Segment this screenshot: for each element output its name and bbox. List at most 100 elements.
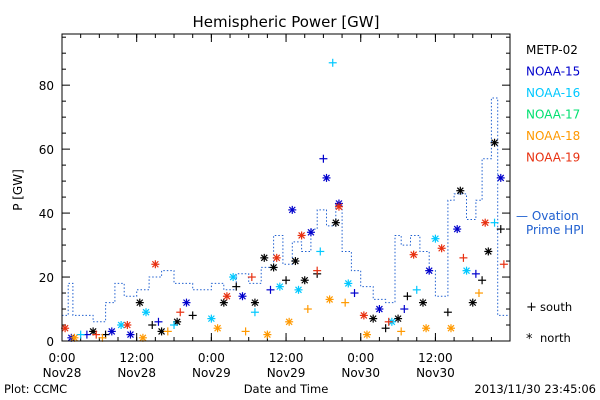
- data-point-noaa-18-north: [422, 324, 431, 333]
- chart-title: Hemispheric Power [GW]: [193, 13, 380, 31]
- data-point-noaa-18-south: [341, 298, 350, 307]
- data-point-noaa-15-north: [375, 305, 384, 314]
- data-point-noaa-19-north: [409, 250, 418, 259]
- data-point-noaa-15-south: [400, 305, 409, 314]
- x-tick-time-label: 0:00: [49, 351, 76, 365]
- data-point-noaa-16-north: [462, 266, 471, 275]
- y-axis-label: P [GW]: [11, 169, 25, 211]
- data-point-noaa-18-north: [263, 330, 272, 339]
- x-tick-time-label: 12:00: [119, 351, 154, 365]
- data-point-noaa-19-north: [222, 292, 231, 301]
- data-point-noaa-18-south: [98, 333, 107, 342]
- ovation-legend-line1: — Ovation: [516, 209, 579, 223]
- data-point-noaa-18-north: [325, 295, 334, 304]
- y-tick-label: 80: [39, 79, 54, 93]
- x-tick-date-label: Nov30: [416, 366, 455, 380]
- data-point-noaa-18-north: [446, 324, 455, 333]
- data-point-metp-02-south: [403, 292, 412, 301]
- data-point-noaa-19-north: [359, 311, 368, 320]
- satellite-data-points: [61, 58, 508, 342]
- data-point-noaa-15-north: [238, 292, 247, 301]
- data-point-noaa-15-north: [306, 228, 315, 237]
- axis-ticks: 0204060800:00Nov2812:00Nov280:00Nov2912:…: [39, 34, 510, 380]
- data-point-metp-02-south: [478, 276, 487, 285]
- data-point-noaa-16-north: [207, 314, 216, 323]
- data-point-noaa-19-south: [176, 308, 185, 317]
- data-point-noaa-18-south: [163, 327, 172, 336]
- legend-entry-metp-02: METP-02: [526, 43, 578, 57]
- data-point-noaa-19-south: [247, 273, 256, 282]
- legend-entry-noaa-19: NOAA-19: [526, 151, 580, 165]
- data-point-metp-02-north: [300, 276, 309, 285]
- ovation-legend-line2: Prime HPI: [526, 223, 584, 237]
- data-point-noaa-15-north: [107, 327, 116, 336]
- data-point-noaa-15-south: [154, 317, 163, 326]
- legend-entry-noaa-17: NOAA-17: [526, 108, 580, 122]
- legend-entry-noaa-18: NOAA-18: [526, 129, 580, 143]
- data-point-noaa-19-south: [499, 260, 508, 269]
- data-point-noaa-19-north: [123, 321, 132, 330]
- ovation-prime-hpi-line: [62, 97, 510, 323]
- data-point-metp-02-north: [260, 253, 269, 262]
- data-point-noaa-19-south: [384, 317, 393, 326]
- data-point-noaa-18-north: [70, 333, 79, 342]
- data-point-noaa-16-south: [412, 285, 421, 294]
- x-tick-time-label: 0:00: [347, 351, 374, 365]
- data-point-metp-02-north: [369, 314, 378, 323]
- data-point-metp-02-south: [381, 324, 390, 333]
- data-point-noaa-15-south: [471, 269, 480, 278]
- x-tick-time-label: 12:00: [418, 351, 453, 365]
- data-point-noaa-18-south: [397, 327, 406, 336]
- data-point-metp-02-north: [394, 314, 403, 323]
- data-point-metp-02-north: [331, 218, 340, 227]
- y-tick-label: 60: [39, 143, 54, 157]
- data-point-noaa-16-north: [431, 234, 440, 243]
- data-point-metp-02-north: [219, 298, 228, 307]
- data-point-noaa-18-south: [303, 305, 312, 314]
- data-point-noaa-19-south: [92, 330, 101, 339]
- data-point-metp-02-south: [232, 282, 241, 291]
- ovation-legend: — Ovation Prime HPI: [516, 209, 584, 237]
- data-point-metp-02-south: [496, 225, 505, 234]
- x-tick-time-label: 12:00: [269, 351, 304, 365]
- data-point-noaa-16-north: [294, 285, 303, 294]
- data-point-noaa-16-south: [76, 330, 85, 339]
- data-point-metp-02-south: [148, 321, 157, 330]
- data-point-noaa-19-south: [313, 266, 322, 275]
- data-point-metp-02-north: [269, 263, 278, 272]
- data-point-noaa-15-north: [496, 173, 505, 182]
- x-tick-date-label: Nov28: [117, 366, 156, 380]
- data-point-metp-02-north: [135, 298, 144, 307]
- data-point-noaa-18-north: [362, 330, 371, 339]
- data-point-noaa-16-north: [275, 282, 284, 291]
- data-point-noaa-15-north: [126, 330, 135, 339]
- hemisphere-symbol-legend: + south * north: [526, 300, 572, 347]
- data-point-metp-02-north: [484, 247, 493, 256]
- data-point-noaa-19-north: [297, 231, 306, 240]
- data-point-noaa-15-north: [322, 173, 331, 182]
- data-point-noaa-16-south: [250, 308, 259, 317]
- data-point-metp-02-north: [468, 298, 477, 307]
- legend: METP-02 NOAA-15 NOAA-16 NOAA-17 NOAA-18 NOAA-…: [526, 43, 580, 165]
- data-point-noaa-15-north: [425, 266, 434, 275]
- y-tick-label: 0: [46, 335, 54, 349]
- data-point-noaa-15-north: [182, 298, 191, 307]
- data-point-noaa-18-north: [213, 324, 222, 333]
- data-point-noaa-16-south: [170, 321, 179, 330]
- x-tick-date-label: Nov29: [192, 366, 231, 380]
- data-point-noaa-15-north: [453, 225, 462, 234]
- data-point-noaa-19-south: [459, 253, 468, 262]
- data-point-noaa-19-north: [151, 260, 160, 269]
- data-point-metp-02-north: [490, 138, 499, 147]
- data-point-metp-02-north: [418, 298, 427, 307]
- data-point-noaa-15-south: [350, 289, 359, 298]
- x-tick-time-label: 0:00: [198, 351, 225, 365]
- north-label: north: [540, 331, 571, 345]
- plot-frame: [61, 33, 511, 342]
- data-point-noaa-19-north: [437, 244, 446, 253]
- x-axis-label: Date and Time: [244, 382, 329, 396]
- data-point-noaa-16-south: [316, 247, 325, 256]
- data-point-noaa-19-north: [481, 218, 490, 227]
- data-point-noaa-15-south: [319, 154, 328, 163]
